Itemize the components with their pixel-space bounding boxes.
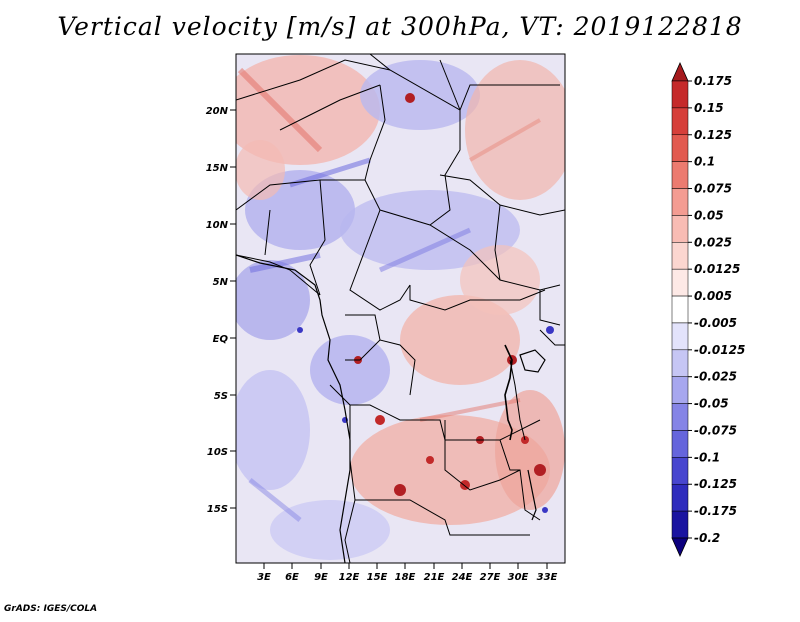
colorbar-swatch	[671, 349, 689, 377]
colorbar-swatch	[671, 215, 689, 243]
chart-title: Vertical velocity [m/s] at 300hPa, VT: 2…	[57, 12, 743, 41]
colorbar-label: 0.1	[694, 155, 715, 169]
colorbar-swatch	[671, 537, 689, 557]
colorbar-label: 0.175	[694, 74, 732, 88]
colorbar-swatch	[671, 403, 689, 431]
colorbar-label: -0.125	[694, 477, 737, 491]
colorbar-label: 0.125	[694, 128, 732, 142]
colorbar-swatch	[671, 483, 689, 512]
lon-label: 9E	[314, 572, 328, 583]
lon-label: 12E	[339, 572, 360, 583]
colorbar-label: 0.075	[694, 182, 732, 196]
colorbar-label: 0.005	[694, 289, 732, 303]
colorbar-label: -0.175	[694, 504, 737, 518]
lat-label: 5N	[213, 277, 229, 288]
colorbar-swatch	[671, 376, 689, 404]
colorbar-label: -0.05	[694, 397, 729, 411]
lat-label: 10S	[207, 447, 228, 458]
colorbar-label: 0.0125	[694, 262, 740, 276]
colorbar-swatch	[671, 430, 689, 458]
colorbar-label: 0.15	[694, 101, 724, 115]
colorbar-label: -0.025	[694, 370, 737, 384]
velocity-field-blobs	[236, 55, 565, 560]
colorbar-label: -0.0125	[694, 343, 745, 357]
map-axis-ticks	[230, 109, 548, 569]
lat-label: 20N	[206, 106, 229, 117]
lon-label: 21E	[424, 572, 445, 583]
colorbar-swatch	[671, 80, 689, 109]
colorbar-label: 0.025	[694, 235, 732, 249]
colorbar-swatch	[671, 107, 689, 136]
lat-labels: 20N 15N 10N 5N EQ 5S 10S 15S	[206, 106, 229, 515]
lat-label: 10N	[206, 220, 229, 231]
lon-label: 33E	[537, 572, 558, 583]
colorbar-label: -0.2	[694, 531, 720, 545]
colorbar-swatch	[671, 510, 689, 539]
colorbar-swatch	[671, 62, 689, 82]
colorbar-swatch	[671, 457, 689, 485]
colorbar: 0.175 0.15 0.125 0.1 0.075 0.05 0.025 0.0125 0.0…	[671, 62, 745, 557]
coastlines	[236, 254, 546, 563]
lon-label: 18E	[395, 572, 416, 583]
lon-label: 30E	[508, 572, 529, 583]
lon-labels: 3E 6E 9E 12E 15E 18E 21E 24E 27E 30E 33E	[257, 572, 557, 583]
colorbar-label: -0.075	[694, 423, 737, 437]
lat-label: EQ	[213, 334, 229, 345]
lon-label: 24E	[452, 572, 473, 583]
lat-label: 15S	[207, 504, 228, 515]
colorbar-swatch	[671, 242, 689, 270]
colorbar-label: -0.1	[694, 450, 720, 464]
colorbar-swatch	[671, 322, 689, 351]
lon-label: 15E	[367, 572, 388, 583]
colorbar-swatch	[671, 268, 689, 297]
velocity-field-map	[235, 53, 566, 564]
colorbar-swatch	[671, 188, 689, 216]
lon-label: 6E	[285, 572, 299, 583]
colorbar-label: 0.05	[694, 208, 724, 222]
lat-label: 15N	[206, 163, 229, 174]
colorbar-swatch	[671, 295, 689, 324]
credit-text: GrADS: IGES/COLA	[4, 604, 98, 614]
lon-label: 3E	[257, 572, 271, 583]
colorbar-swatch	[671, 134, 689, 162]
colorbar-label: -0.005	[694, 316, 737, 330]
lon-label: 27E	[480, 572, 501, 583]
lat-label: 5S	[214, 391, 228, 402]
colorbar-swatch	[671, 161, 689, 189]
country-borders	[236, 54, 565, 563]
